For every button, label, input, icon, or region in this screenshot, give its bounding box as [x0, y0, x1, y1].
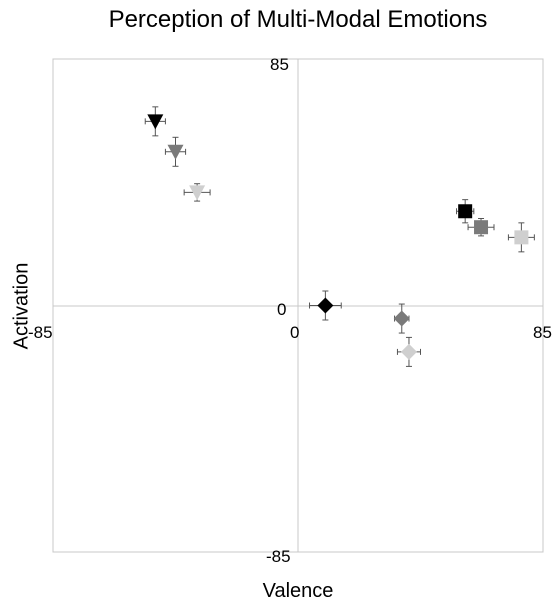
- data-point-6: [507, 222, 535, 253]
- data-point-2: [164, 136, 187, 167]
- y-tick-label-max: 85: [270, 55, 289, 74]
- data-point-7: [309, 290, 342, 321]
- data-point-5: [467, 218, 495, 237]
- y-tick-label-min: -85: [266, 547, 291, 566]
- data-point-8: [393, 303, 410, 334]
- diamond-marker: [317, 297, 334, 314]
- x-axis-label: Valence: [262, 580, 334, 602]
- data-point-9: [396, 336, 421, 367]
- x-tick-label-zero: 0: [290, 323, 299, 342]
- square-marker: [514, 230, 529, 245]
- diamond-marker: [393, 310, 410, 327]
- square-marker: [458, 204, 473, 219]
- y-tick-label-zero: 0: [277, 300, 286, 319]
- x-tick-label-min: -85: [28, 323, 53, 342]
- data-points: [144, 106, 535, 367]
- triangle-marker: [147, 114, 164, 130]
- data-point-3: [183, 183, 211, 202]
- x-tick-label-max: 85: [533, 323, 552, 342]
- chart-title: Perception of Multi-Modal Emotions: [108, 6, 488, 33]
- data-point-1: [144, 106, 166, 137]
- y-axis-label: Activation: [10, 262, 33, 350]
- triangle-marker: [167, 144, 184, 160]
- square-marker: [474, 220, 489, 235]
- triangle-marker: [189, 185, 206, 201]
- data-point-4: [456, 199, 475, 224]
- diamond-marker: [400, 343, 417, 360]
